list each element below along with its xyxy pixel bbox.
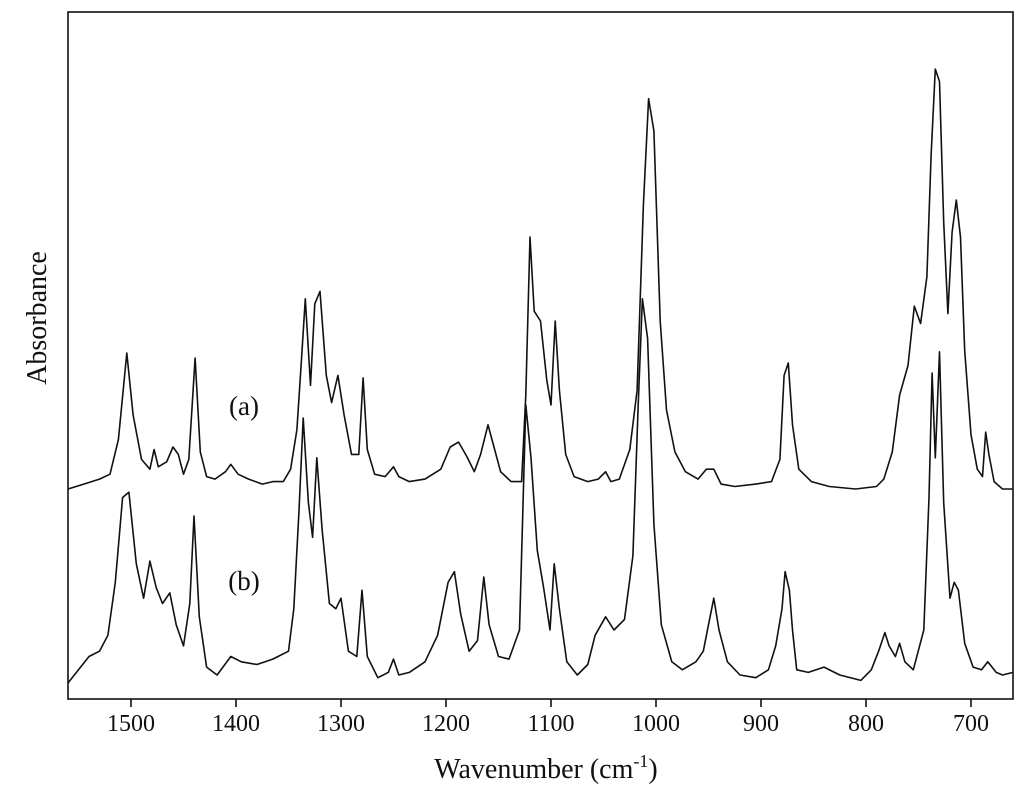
- x-axis-title: Wavenumber (cm-1): [434, 751, 657, 785]
- x-axis-ticks: [130, 699, 972, 707]
- x-tick-label: 800: [848, 711, 884, 737]
- x-tick-label: 700: [953, 711, 989, 737]
- spectrum-traces: [67, 68, 1014, 684]
- x-axis-title-close: ): [648, 754, 657, 785]
- trace-label-b: (b): [228, 566, 259, 596]
- spectrum-trace-a: [67, 68, 1013, 490]
- x-axis-tick-labels: 1500 1400 1300 1200 1100 1000 900 800 700: [107, 711, 989, 737]
- x-tick-label: 900: [743, 711, 779, 737]
- plot-frame: [67, 11, 1014, 700]
- x-tick-label: 1300: [317, 711, 365, 737]
- x-axis-title-sup: -1: [633, 751, 648, 771]
- x-tick-label: 1500: [107, 711, 155, 737]
- x-axis-title-main: Wavenumber (cm: [434, 754, 633, 785]
- x-tick-label: 1200: [422, 711, 470, 737]
- spectrum-trace-b: [67, 298, 1014, 684]
- y-axis-title-group: Absorbance: [22, 251, 53, 385]
- y-axis-title: Absorbance: [22, 251, 53, 385]
- x-tick-label: 1000: [632, 711, 680, 737]
- trace-labels: (a) (b): [228, 391, 259, 596]
- x-tick-label: 1400: [212, 711, 260, 737]
- trace-label-a: (a): [229, 391, 259, 421]
- x-tick-label: 1100: [527, 711, 574, 737]
